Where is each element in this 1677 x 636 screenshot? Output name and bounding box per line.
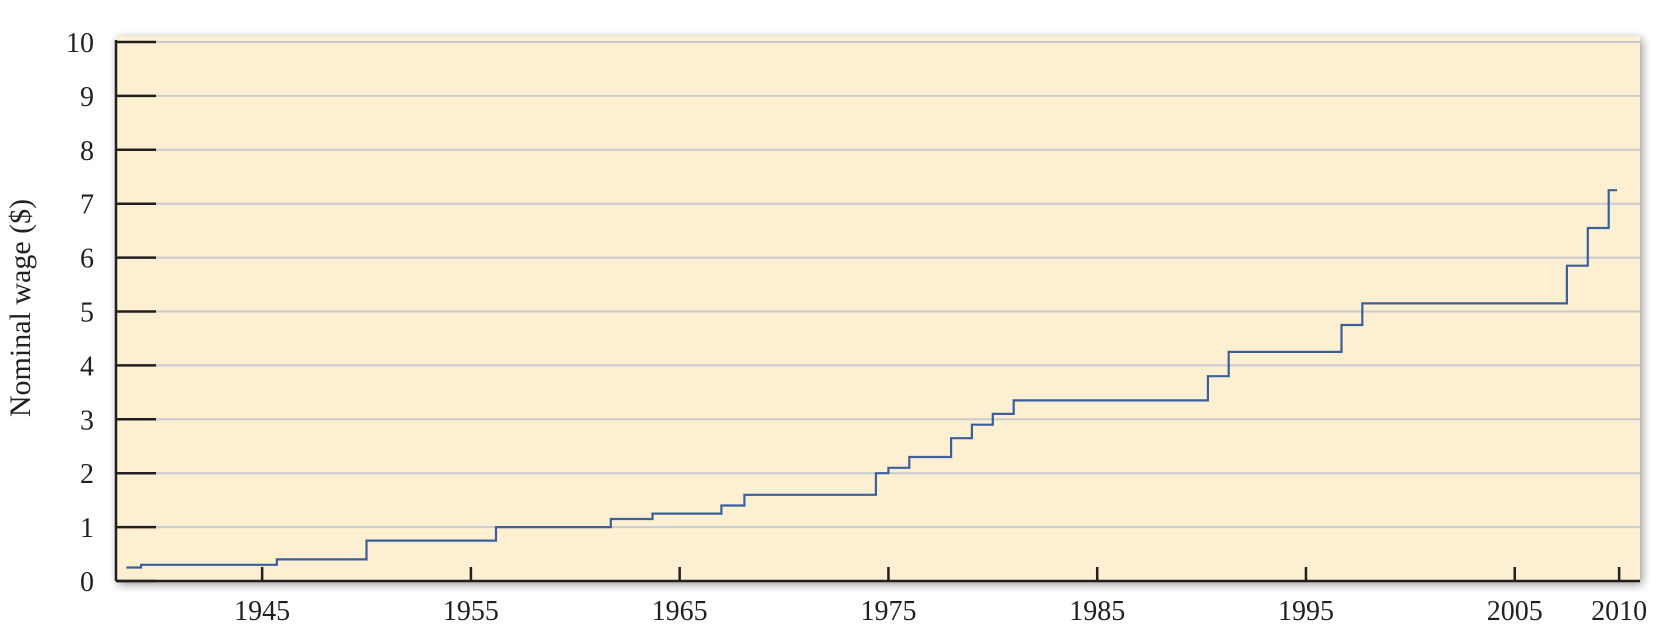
wage-series-line bbox=[126, 189, 1617, 569]
x-tick-label: 2010 bbox=[1591, 596, 1647, 627]
plot-area bbox=[116, 36, 1640, 581]
x-tick-label: 1975 bbox=[860, 596, 916, 627]
series-group bbox=[126, 189, 1618, 569]
y-tick-label: 0 bbox=[80, 567, 94, 598]
y-axis-title: Nominal wage ($) bbox=[4, 199, 37, 417]
x-tick-label: 1955 bbox=[443, 596, 499, 627]
y-tick-labels: 0 1 2 3 4 5 6 7 8 9 10 bbox=[66, 28, 94, 598]
x-tick-label: 1995 bbox=[1278, 596, 1334, 627]
y-tick-label: 3 bbox=[80, 405, 94, 436]
y-tick-label: 10 bbox=[66, 28, 94, 59]
gridlines bbox=[116, 41, 1640, 529]
y-tick-label: 7 bbox=[80, 190, 94, 221]
axes bbox=[114, 40, 1640, 583]
x-tick-label: 1965 bbox=[652, 596, 708, 627]
y-tick-label: 9 bbox=[80, 82, 94, 113]
y-tick-label: 5 bbox=[80, 298, 94, 329]
y-tick-label: 4 bbox=[80, 351, 94, 382]
x-tick-label: 2005 bbox=[1487, 596, 1543, 627]
y-tick-label: 8 bbox=[80, 136, 94, 167]
y-tick-label: 6 bbox=[80, 244, 94, 275]
y-tick-label: 1 bbox=[80, 513, 94, 544]
x-tick-label: 1985 bbox=[1069, 596, 1125, 627]
x-tick-label: 1945 bbox=[234, 596, 290, 627]
y-tick-label: 2 bbox=[80, 459, 94, 490]
x-tick-labels: 1945 1955 1965 1975 1985 1995 2005 2010 bbox=[234, 596, 1647, 627]
